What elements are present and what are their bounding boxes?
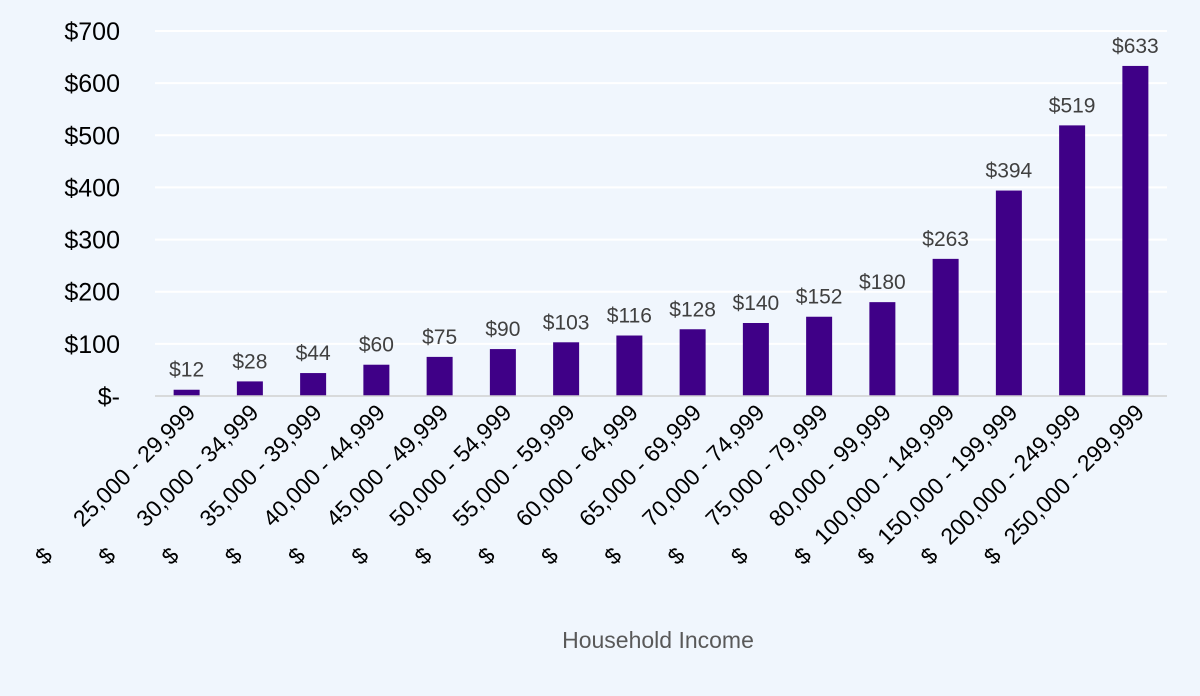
x-tick-currency: $ [789, 542, 817, 570]
bar [363, 364, 390, 396]
y-tick-label: $500 [64, 122, 120, 150]
y-tick-label: $600 [64, 70, 120, 98]
y-tick-label: $100 [64, 331, 120, 359]
bar [1059, 125, 1086, 396]
bar [426, 356, 453, 396]
bar [489, 349, 516, 396]
x-tick-currency: $ [662, 542, 690, 570]
x-axis-ticks: 25,000 - 29,999$30,000 - 34,999$35,000 -… [30, 399, 1149, 569]
data-label: $90 [485, 318, 520, 341]
x-tick-currency: $ [93, 542, 121, 570]
x-tick-currency: $ [30, 542, 58, 570]
bar [806, 316, 833, 396]
bar [553, 342, 580, 396]
x-tick-currency: $ [978, 542, 1006, 570]
data-label: $28 [232, 350, 267, 373]
bar [679, 329, 706, 396]
grid-lines [155, 30, 1167, 345]
x-tick-currency: $ [599, 542, 627, 570]
x-tick-currency: $ [283, 542, 311, 570]
bar [995, 190, 1022, 396]
x-tick-currency: $ [346, 542, 374, 570]
data-label: $103 [543, 311, 590, 334]
y-tick-label: $400 [64, 174, 120, 202]
x-tick-currency: $ [725, 542, 753, 570]
x-tick-currency: $ [409, 542, 437, 570]
data-label: $140 [733, 292, 780, 315]
data-labels: $12 $28 $44 $60 $75 $90 $103 $116 $128 $140 $152 $1… [169, 35, 1159, 382]
data-label: $519 [1049, 94, 1096, 117]
data-label: $116 [607, 305, 652, 328]
y-tick-label: $300 [64, 227, 120, 255]
x-tick-currency: $ [915, 542, 943, 570]
bar [869, 302, 896, 396]
data-label: $44 [296, 342, 331, 365]
x-tick-currency: $ [536, 542, 564, 570]
bar [742, 323, 769, 396]
y-tick-label: $- [98, 383, 120, 411]
data-label: $263 [922, 228, 969, 251]
y-tick-label: $700 [64, 18, 120, 46]
bar [616, 335, 643, 396]
y-tick-label: $200 [64, 279, 120, 307]
bars [173, 65, 1149, 396]
x-tick-currency: $ [219, 542, 247, 570]
data-label: $633 [1112, 35, 1159, 58]
bar [932, 258, 959, 396]
data-label: $128 [669, 298, 716, 321]
data-label: $75 [422, 326, 457, 349]
y-axis-ticks: $- $100 $200 $300 $400 $500 $600 $700 [64, 18, 120, 411]
data-label: $180 [859, 271, 906, 294]
bar [300, 373, 327, 396]
x-tick-currency: $ [852, 542, 880, 570]
data-label: $60 [359, 334, 394, 357]
data-label: $394 [986, 160, 1033, 183]
bar [236, 381, 263, 396]
x-axis-title: Household Income [562, 627, 754, 653]
bar [173, 389, 200, 396]
data-label: $12 [169, 359, 204, 382]
bar [1122, 65, 1149, 396]
x-tick-currency: $ [472, 542, 500, 570]
data-label: $152 [796, 286, 843, 309]
x-tick-currency: $ [156, 542, 184, 570]
